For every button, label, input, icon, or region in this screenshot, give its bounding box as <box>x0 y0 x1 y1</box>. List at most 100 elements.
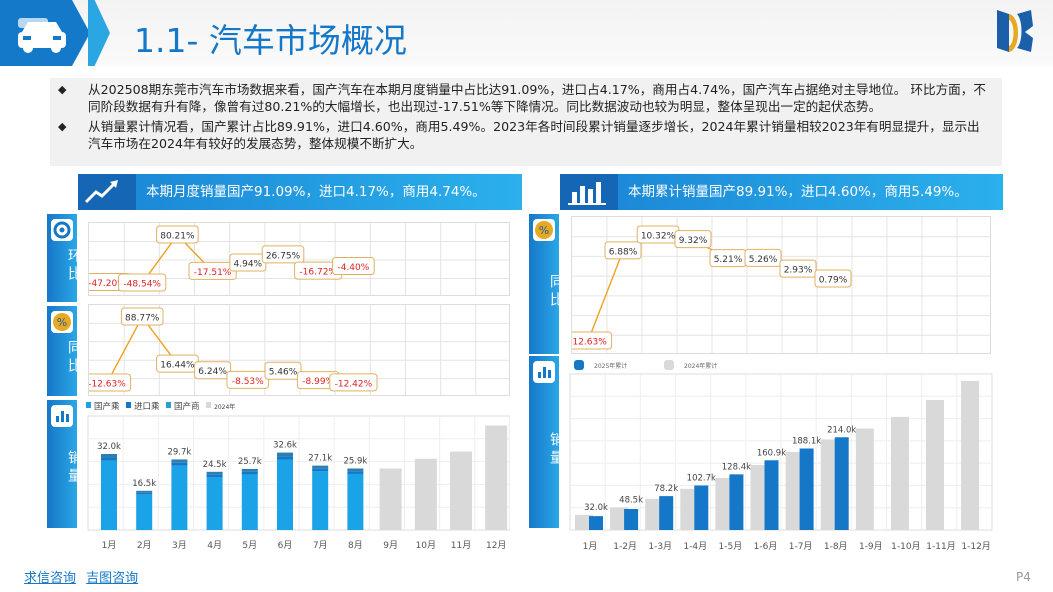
svg-text:-48.54%: -48.54% <box>123 280 161 290</box>
summary-paragraph: 从销量累计情况看，国产累计占比89.91%，进口4.60%，商用5.49%。20… <box>58 119 992 152</box>
bar-2024-cumulative <box>680 488 699 530</box>
bar-import-passenger <box>277 456 293 460</box>
bar-2025-cumulative <box>624 508 639 530</box>
bar-domestic-commercial <box>101 454 117 458</box>
data-label: -12.63% <box>89 373 132 392</box>
bar-value-label: 32.6k <box>273 441 297 451</box>
svg-text:-47.20%: -47.20% <box>88 279 126 289</box>
bar-value-label: 16.5k <box>132 479 156 489</box>
bar-2024-cumulative <box>645 498 664 530</box>
bar-2025-cumulative <box>659 496 674 530</box>
bar-value-label: 78.2k <box>654 484 678 494</box>
bar-2024-cumulative <box>785 452 804 530</box>
svg-text:10.32%: 10.32% <box>641 232 676 242</box>
data-label: 26.75% <box>261 245 305 264</box>
bar-2024 <box>485 425 508 530</box>
x-tick-label: 4月 <box>207 540 222 551</box>
bar-value-label: 128.4k <box>722 462 751 472</box>
data-label: -12.42% <box>329 373 378 392</box>
header-bar <box>0 0 1053 66</box>
bar-2024-cumulative <box>926 400 944 530</box>
svg-text:5.26%: 5.26% <box>749 255 778 265</box>
svg-text:26.75%: 26.75% <box>266 251 301 261</box>
legend-label: 国产商 <box>174 401 200 412</box>
bar-value-label: 27.1k <box>308 454 332 464</box>
cumulative-sales-chart: 2025年累计 2024年累计 1月 32.0k 1-2月 48.5k 1-3月 78.2k 1… <box>569 360 993 552</box>
bar-2024-cumulative <box>575 514 593 530</box>
bar-2025-cumulative <box>764 460 779 530</box>
svg-text:5.46%: 5.46% <box>269 368 298 378</box>
x-tick-label: 10月 <box>416 540 436 551</box>
svg-text:-4.40%: -4.40% <box>337 263 369 273</box>
legend-label: 进口乘 <box>134 401 160 412</box>
bar-import-passenger <box>312 468 329 472</box>
label-xiaoliang-text: 销量 <box>66 450 82 486</box>
bar-domestic-passenger <box>312 471 329 530</box>
x-tick-label: 1-5月 <box>719 541 743 552</box>
page-title: 1.1- 汽车市场概况 <box>134 21 407 60</box>
svg-text:-12.42%: -12.42% <box>335 379 373 389</box>
bar-value-label: 25.7k <box>238 457 262 467</box>
x-tick-label: 1-7月 <box>789 541 813 552</box>
trend-icon <box>78 174 136 210</box>
data-label: -48.54% <box>118 273 167 292</box>
x-tick-label: 1-12月 <box>961 541 990 552</box>
data-label: 5.26% <box>744 248 782 267</box>
bar-2024-cumulative <box>855 428 874 530</box>
percent-icon: % <box>51 311 73 333</box>
x-tick-label: 2月 <box>137 540 152 551</box>
x-tick-label: 1-4月 <box>683 541 707 552</box>
bar-domestic-passenger <box>171 465 188 530</box>
svg-text:4.94%: 4.94% <box>234 260 263 270</box>
x-tick-label: 5月 <box>242 540 257 551</box>
label-r-tongbi-text: 同比 <box>548 274 564 310</box>
right-banner-text: 本期累计销量国产89.91%，进口4.60%，商用5.49%。 <box>628 184 968 200</box>
brand-logo <box>997 10 1033 52</box>
legend-label: 2024年 <box>214 403 235 411</box>
svg-text:16.44%: 16.44% <box>160 361 195 371</box>
legend-label: 2025年累计 <box>594 362 627 370</box>
bar-chart-icon <box>533 361 555 383</box>
x-tick-label: 1月 <box>102 540 117 551</box>
summary-paragraph: 从202508期东莞市汽车市场数据来看，国产汽车在本期月度销量中占比达91.09… <box>58 82 992 115</box>
bar-import-passenger <box>171 462 188 466</box>
x-tick-label: 1-3月 <box>648 541 672 552</box>
x-tick-label: 1-10月 <box>891 541 920 552</box>
bar-chart-icon <box>560 174 618 210</box>
svg-text:9.32%: 9.32% <box>679 236 708 246</box>
label-r-xiaoliang: 销量 <box>529 356 564 528</box>
bar-domestic-commercial <box>136 490 153 493</box>
bar-value-label: 25.9k <box>343 456 367 466</box>
huanbi-chart: -47.20%-48.54% 80.21% -17.51%4.94%26.75% -1… <box>88 222 510 296</box>
car-icon <box>18 18 66 53</box>
legend-swatch <box>206 402 211 408</box>
bar-import-passenger <box>347 471 364 474</box>
bar-2025-cumulative <box>589 516 603 530</box>
svg-text:80.21%: 80.21% <box>160 232 195 242</box>
percent-icon: % <box>533 219 555 241</box>
data-label: -4.40% <box>332 257 375 276</box>
bar-domestic-passenger <box>347 473 364 530</box>
footer-link[interactable]: 求信咨询 <box>24 571 77 586</box>
x-tick-label: 3月 <box>172 540 187 551</box>
bar-2024-cumulative <box>890 416 909 530</box>
x-tick-label: 1-8月 <box>824 541 848 552</box>
label-r-tongbi: % 同比 <box>529 214 564 354</box>
monthly-tongbi-chart: -12.63% 88.77% 16.44%6.24% -8.53% 5.46% -8.99… <box>88 304 510 396</box>
bar-2024 <box>379 468 402 530</box>
bar-value-label: 29.7k <box>167 447 191 457</box>
summary-box: 从202508期东莞市汽车市场数据来看，国产汽车在本期月度销量中占比达91.09… <box>50 78 1002 166</box>
bar-import-passenger <box>136 492 153 495</box>
footer-link[interactable]: 吉图咨询 <box>86 571 139 586</box>
bar-2024-cumulative <box>961 380 980 530</box>
bar-value-label: 214.0k <box>827 425 856 435</box>
x-tick-label: 9月 <box>383 540 398 551</box>
legend-swatch <box>86 402 91 408</box>
bar-value-label: 32.0k <box>97 442 121 452</box>
bar-import-passenger <box>241 471 258 475</box>
svg-text:2.93%: 2.93% <box>784 266 813 276</box>
bar-domestic-passenger <box>277 459 293 530</box>
svg-text:-16.72%: -16.72% <box>299 268 337 278</box>
header-accent <box>0 0 90 66</box>
x-tick-label: 1-9月 <box>859 541 883 552</box>
